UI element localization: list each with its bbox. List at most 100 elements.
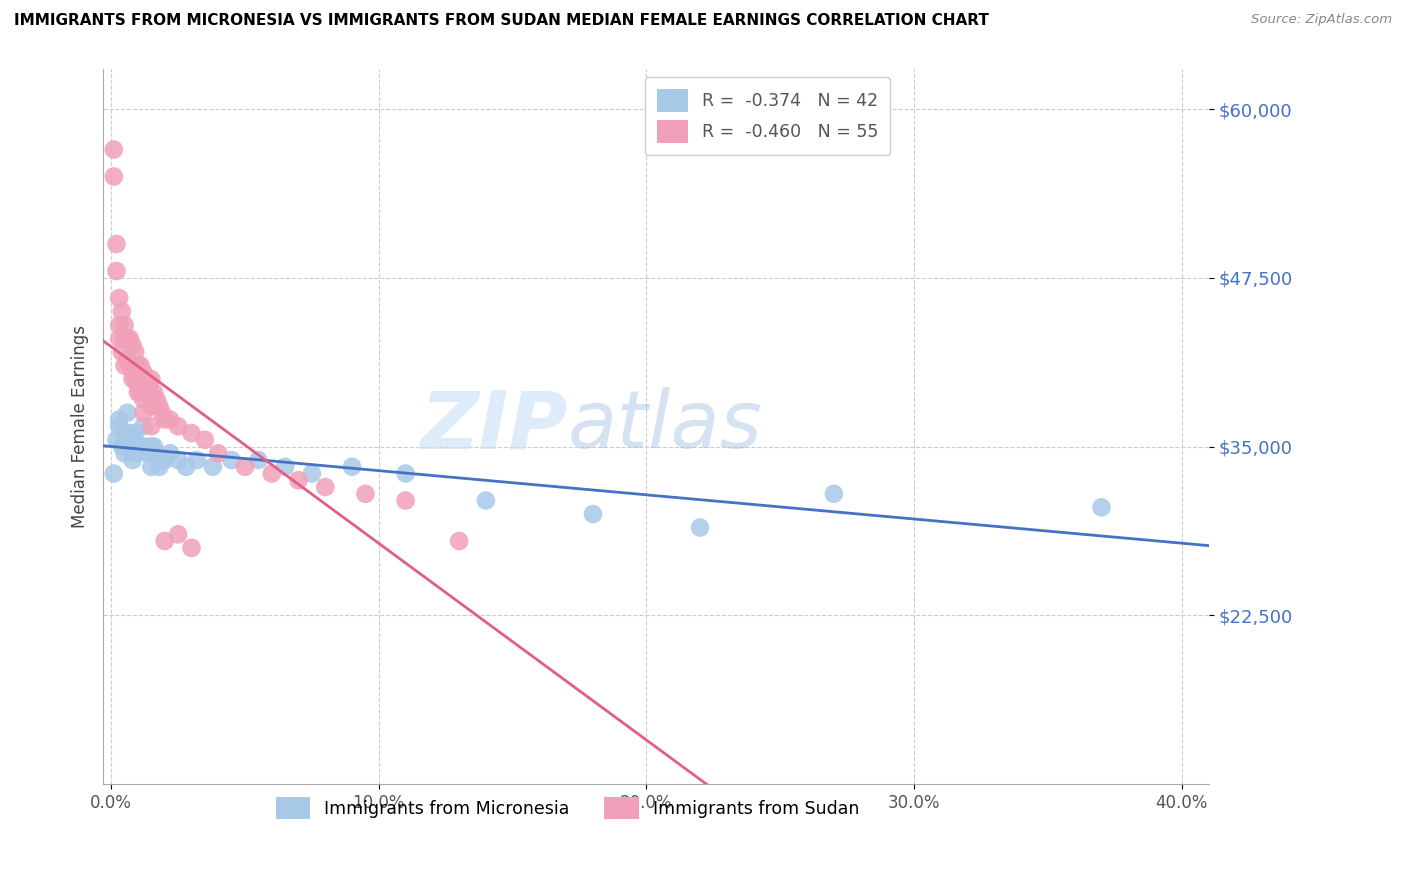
Point xyxy=(174,459,197,474)
Point xyxy=(233,459,256,474)
Point xyxy=(105,264,128,278)
Point xyxy=(127,359,149,373)
Point xyxy=(141,459,163,474)
Point xyxy=(132,365,155,379)
Point xyxy=(114,359,136,373)
Point xyxy=(167,453,190,467)
Point xyxy=(153,412,176,426)
Point xyxy=(314,480,336,494)
Point xyxy=(145,446,167,460)
Point xyxy=(153,534,176,549)
Point xyxy=(141,419,163,434)
Point xyxy=(159,412,181,426)
Point xyxy=(114,318,136,332)
Point xyxy=(194,433,217,447)
Point xyxy=(121,365,143,379)
Point xyxy=(159,446,181,460)
Point xyxy=(121,338,143,352)
Y-axis label: Median Female Earnings: Median Female Earnings xyxy=(72,325,89,528)
Point xyxy=(143,440,166,454)
Point xyxy=(394,493,416,508)
Point xyxy=(141,372,163,386)
Point xyxy=(114,332,136,346)
Point xyxy=(274,459,297,474)
Point xyxy=(1090,500,1112,515)
Point xyxy=(167,419,190,434)
Point xyxy=(143,385,166,400)
Point xyxy=(103,467,125,481)
Point xyxy=(108,419,131,434)
Point xyxy=(138,379,160,393)
Point xyxy=(108,291,131,305)
Point xyxy=(124,425,146,440)
Point xyxy=(132,406,155,420)
Point xyxy=(148,399,170,413)
Point xyxy=(150,406,173,420)
Point xyxy=(201,459,224,474)
Point xyxy=(207,446,229,460)
Point xyxy=(301,467,323,481)
Point xyxy=(823,487,845,501)
Point xyxy=(121,372,143,386)
Legend: Immigrants from Micronesia, Immigrants from Sudan: Immigrants from Micronesia, Immigrants f… xyxy=(269,790,866,825)
Point xyxy=(103,143,125,157)
Point xyxy=(115,332,138,346)
Point xyxy=(340,459,363,474)
Point xyxy=(129,385,152,400)
Text: Source: ZipAtlas.com: Source: ZipAtlas.com xyxy=(1251,13,1392,27)
Point xyxy=(127,440,149,454)
Point xyxy=(135,440,157,454)
Point xyxy=(111,304,134,318)
Point xyxy=(167,527,190,541)
Point xyxy=(394,467,416,481)
Point xyxy=(132,392,155,407)
Point xyxy=(103,169,125,184)
Point xyxy=(180,425,202,440)
Point xyxy=(127,446,149,460)
Point xyxy=(121,433,143,447)
Text: ZIP: ZIP xyxy=(420,387,568,466)
Point xyxy=(354,487,377,501)
Point xyxy=(141,399,163,413)
Text: atlas: atlas xyxy=(568,387,762,466)
Point xyxy=(475,493,498,508)
Point xyxy=(153,453,176,467)
Point xyxy=(221,453,243,467)
Point xyxy=(129,440,152,454)
Point xyxy=(247,453,270,467)
Point xyxy=(115,406,138,420)
Point xyxy=(135,372,157,386)
Point xyxy=(118,425,141,440)
Point xyxy=(141,440,163,454)
Point xyxy=(105,237,128,252)
Point xyxy=(121,453,143,467)
Point xyxy=(145,392,167,407)
Point xyxy=(108,318,131,332)
Point xyxy=(150,453,173,467)
Point xyxy=(127,379,149,393)
Point xyxy=(105,433,128,447)
Point xyxy=(115,351,138,366)
Point xyxy=(148,459,170,474)
Point xyxy=(124,345,146,359)
Point xyxy=(114,446,136,460)
Point xyxy=(118,359,141,373)
Point xyxy=(108,412,131,426)
Text: IMMIGRANTS FROM MICRONESIA VS IMMIGRANTS FROM SUDAN MEDIAN FEMALE EARNINGS CORRE: IMMIGRANTS FROM MICRONESIA VS IMMIGRANTS… xyxy=(14,13,988,29)
Point xyxy=(260,467,283,481)
Point xyxy=(582,507,605,521)
Point xyxy=(132,419,155,434)
Point xyxy=(287,473,309,487)
Point xyxy=(118,332,141,346)
Point xyxy=(449,534,471,549)
Point xyxy=(129,359,152,373)
Point xyxy=(186,453,208,467)
Point xyxy=(114,425,136,440)
Point xyxy=(114,332,136,346)
Point xyxy=(124,372,146,386)
Point xyxy=(689,520,711,534)
Point xyxy=(127,385,149,400)
Point xyxy=(138,446,160,460)
Point xyxy=(118,440,141,454)
Point xyxy=(111,440,134,454)
